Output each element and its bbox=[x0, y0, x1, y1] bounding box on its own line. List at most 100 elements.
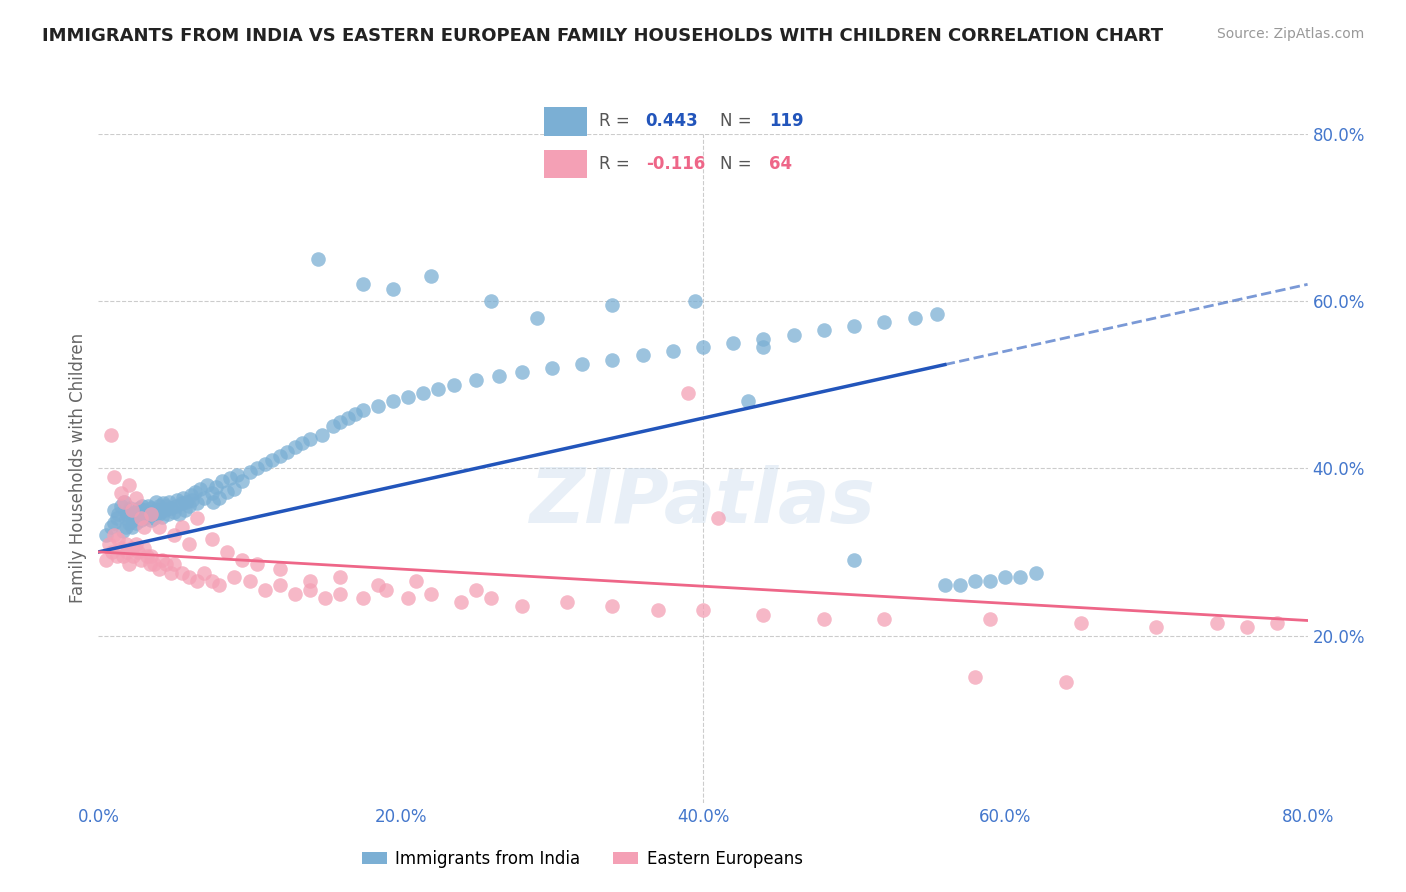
Point bbox=[329, 415, 352, 429]
Point bbox=[555, 595, 578, 609]
Point bbox=[110, 541, 132, 555]
Point bbox=[692, 340, 714, 354]
Point bbox=[311, 428, 333, 442]
Point bbox=[367, 578, 389, 592]
Point bbox=[215, 484, 238, 499]
Point bbox=[186, 511, 208, 525]
Point bbox=[965, 574, 987, 589]
Point bbox=[405, 574, 427, 589]
Point bbox=[208, 578, 231, 592]
Point bbox=[231, 553, 253, 567]
Text: R =: R = bbox=[599, 155, 636, 173]
Point bbox=[141, 549, 163, 563]
Point bbox=[631, 348, 654, 362]
Point bbox=[336, 411, 359, 425]
Point bbox=[367, 399, 389, 413]
Point bbox=[647, 603, 669, 617]
Point bbox=[94, 553, 117, 567]
Text: R =: R = bbox=[599, 112, 636, 130]
Point bbox=[103, 516, 125, 530]
Point bbox=[1054, 674, 1077, 689]
Point bbox=[128, 508, 150, 523]
Point bbox=[723, 335, 745, 350]
Point bbox=[121, 503, 143, 517]
Point bbox=[224, 482, 246, 496]
Point bbox=[269, 578, 291, 592]
Point bbox=[135, 508, 157, 522]
Point bbox=[179, 499, 201, 513]
Point bbox=[215, 545, 238, 559]
Point bbox=[129, 513, 152, 527]
Point bbox=[813, 323, 835, 337]
Point bbox=[110, 486, 132, 500]
Point bbox=[949, 578, 972, 592]
Point bbox=[103, 503, 125, 517]
Point bbox=[314, 591, 336, 605]
Text: 0.443: 0.443 bbox=[645, 112, 699, 130]
Point bbox=[131, 499, 153, 513]
Legend: Immigrants from India, Eastern Europeans: Immigrants from India, Eastern Europeans bbox=[354, 844, 810, 875]
Point bbox=[692, 603, 714, 617]
Point bbox=[873, 612, 896, 626]
Point bbox=[276, 444, 298, 458]
Point bbox=[979, 574, 1001, 589]
Point bbox=[101, 545, 124, 559]
Point bbox=[124, 509, 146, 524]
Point bbox=[202, 494, 225, 508]
Point bbox=[927, 307, 949, 321]
Point bbox=[125, 536, 148, 550]
Point bbox=[481, 591, 503, 605]
Point bbox=[239, 466, 262, 480]
Point bbox=[602, 352, 624, 367]
Point bbox=[107, 508, 129, 522]
Point bbox=[111, 549, 134, 563]
Point bbox=[226, 468, 249, 483]
Point bbox=[148, 520, 170, 534]
Point bbox=[142, 508, 165, 522]
Point bbox=[150, 553, 173, 567]
Point bbox=[307, 252, 329, 267]
Point bbox=[129, 511, 152, 525]
Point bbox=[443, 377, 465, 392]
Point bbox=[98, 536, 121, 550]
Point bbox=[193, 566, 215, 580]
Point bbox=[299, 432, 322, 446]
Point bbox=[737, 394, 759, 409]
Point bbox=[783, 327, 806, 342]
Point bbox=[208, 491, 231, 505]
Point bbox=[676, 386, 699, 401]
Point bbox=[115, 545, 138, 559]
Text: ZIPatlas: ZIPatlas bbox=[530, 465, 876, 539]
Point bbox=[465, 582, 488, 597]
Point bbox=[148, 508, 170, 522]
Point bbox=[231, 474, 253, 488]
Point bbox=[155, 499, 177, 513]
Point bbox=[127, 545, 149, 559]
Text: N =: N = bbox=[720, 112, 756, 130]
Point bbox=[488, 369, 510, 384]
Point bbox=[329, 587, 352, 601]
Point bbox=[352, 277, 374, 292]
Point bbox=[526, 310, 548, 325]
Point bbox=[166, 493, 188, 508]
Point bbox=[813, 612, 835, 626]
Point bbox=[352, 591, 374, 605]
Point bbox=[141, 513, 163, 527]
Point bbox=[141, 508, 163, 522]
Point bbox=[510, 365, 533, 379]
Point bbox=[143, 511, 166, 525]
Point bbox=[904, 310, 927, 325]
Point bbox=[540, 361, 562, 376]
Point bbox=[179, 536, 201, 550]
Point bbox=[396, 591, 419, 605]
Point bbox=[352, 402, 374, 417]
Point bbox=[195, 478, 218, 492]
Point bbox=[105, 511, 128, 525]
Point bbox=[420, 587, 443, 601]
Point bbox=[201, 486, 224, 500]
Point bbox=[145, 494, 167, 508]
Point bbox=[186, 574, 208, 589]
Point bbox=[752, 607, 775, 622]
Point bbox=[143, 558, 166, 572]
Point bbox=[752, 332, 775, 346]
